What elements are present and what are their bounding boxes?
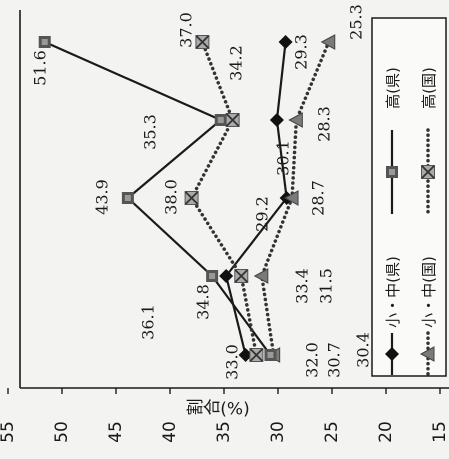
- legend-label-series-1: 小・中(県): [384, 256, 402, 328]
- data-label-series-3-point-2: 36.1: [139, 304, 158, 340]
- series-4-point-5-x-square-marker-cross: [195, 35, 210, 49]
- legend-x-square-cross: [421, 165, 435, 179]
- data-label-series-4-point-2: 33.4: [293, 268, 312, 304]
- data-label-series-2-point-1: 30.4: [354, 332, 373, 368]
- axis-tick-label: 55: [0, 421, 18, 443]
- legend-box: [371, 17, 447, 377]
- series-3-point-5-square-marker-center: [41, 39, 48, 45]
- series-4-point-2-x-square-marker-cross: [234, 269, 248, 283]
- series-2-point-5-triangle-marker: [320, 34, 336, 50]
- series-3-point-4-square-marker-center: [217, 117, 224, 123]
- data-label-series-3-point-3: 43.9: [93, 179, 112, 215]
- axis-tick-label: 15: [430, 421, 449, 443]
- plot-frame: [19, 10, 449, 389]
- series-1-point-4-diamond-marker: [269, 113, 284, 127]
- data-label-series-3-point-1: 30.7: [325, 342, 344, 378]
- series-3-point-3-square-marker-center: [124, 195, 131, 201]
- series-1-point-2-diamond-marker: [219, 269, 234, 283]
- data-label-series-4-point-4: 34.2: [227, 45, 246, 81]
- data-label-series-2-point-5: 25.3: [347, 4, 366, 40]
- value-axis-title: 割合(%): [186, 399, 250, 420]
- data-label-series-4-point-5: 37.0: [177, 12, 196, 48]
- data-label-series-3-point-5: 51.6: [31, 50, 50, 86]
- data-labels: 33.0 34.8 29.2 30.1 29.3 30.4 31.5 28.7 28.3 25.3…: [31, 4, 373, 380]
- series-line-3: [44, 40, 272, 356]
- data-label-series-2-point-3: 28.7: [309, 180, 328, 216]
- data-label-series-1-point-4: 30.1: [274, 140, 293, 176]
- data-label-series-2-point-4: 28.3: [315, 106, 334, 142]
- legend-label-series-4: 高(国): [420, 67, 438, 109]
- series-4-point-4-x-square-marker-cross: [226, 113, 240, 127]
- data-label-series-2-point-2: 31.5: [317, 268, 336, 304]
- series-2-point-4-triangle-marker: [288, 112, 303, 128]
- axis-tick-label: 45: [106, 421, 126, 443]
- legend-label-series-3: 高(県): [384, 67, 402, 109]
- legend: 小・中(県) 高(県) 小・中(国) 高(国): [371, 17, 447, 377]
- series-1-point-5-diamond-marker: [278, 35, 293, 49]
- series-3-point-2-square-marker-center: [209, 273, 216, 279]
- series-markers: [38, 34, 336, 363]
- data-label-series-3-point-4: 35.3: [141, 114, 160, 150]
- series-4-point-3-x-square-marker-cross: [184, 191, 199, 205]
- data-label-series-4-point-3: 38.0: [162, 179, 181, 215]
- data-label-series-1-point-2: 34.8: [194, 284, 213, 320]
- axis-tick-label: 25: [322, 421, 342, 443]
- data-label-series-1-point-1: 33.0: [223, 344, 242, 380]
- series-2-point-3-triangle-marker: [283, 190, 299, 206]
- series-1-point-1-diamond-marker: [238, 348, 253, 362]
- series-4-point-1-x-square-marker-cross: [249, 348, 264, 362]
- data-label-series-1-point-3: 29.2: [253, 196, 272, 232]
- legend-diamond-marker: [385, 347, 399, 361]
- axis-tick-label: 50: [52, 421, 72, 443]
- value-axis: 55 50 45 40 35 30 25 20 15: [0, 388, 449, 443]
- series-3-point-1-square-marker-center: [267, 352, 274, 358]
- axis-tick-label: 40: [160, 421, 180, 443]
- legend-square-marker-center: [389, 169, 395, 175]
- data-label-series-1-point-5: 29.3: [292, 34, 311, 70]
- legend-label-series-2: 小・中(国): [420, 256, 438, 328]
- series-2-point-2-triangle-marker: [253, 268, 269, 284]
- data-label-series-4-point-1: 32.0: [303, 342, 322, 378]
- legend-triangle-marker: [419, 346, 435, 362]
- axis-tick-label: 20: [376, 421, 396, 443]
- axis-tick-label: 30: [268, 421, 288, 443]
- axis-tick-label: 35: [214, 421, 234, 443]
